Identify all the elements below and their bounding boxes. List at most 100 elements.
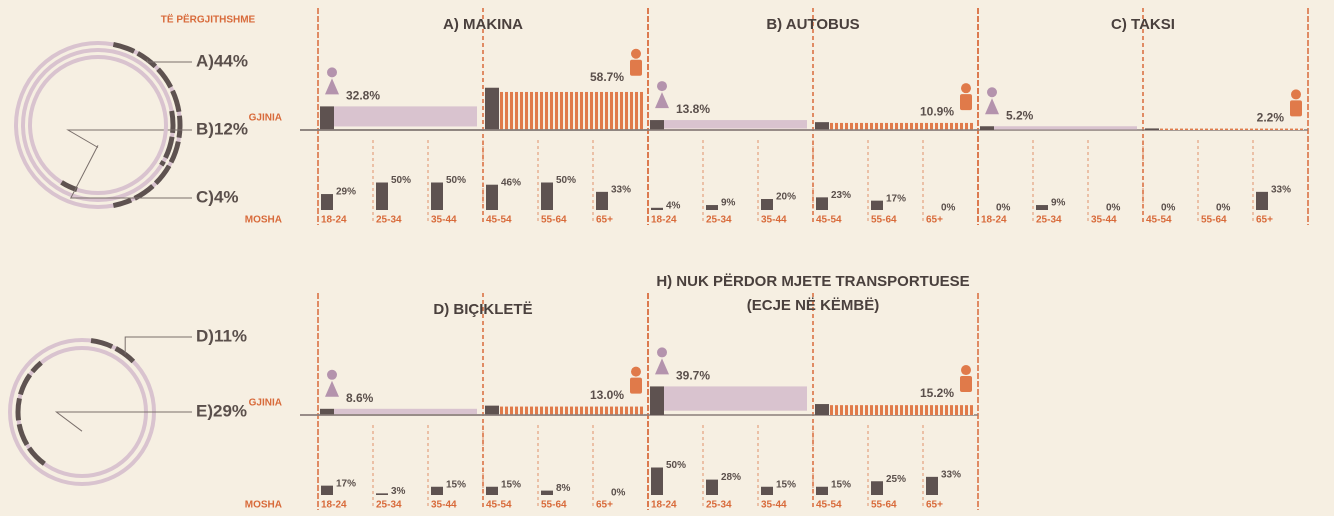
age-group: 35-44 (761, 215, 787, 226)
female-bar (994, 126, 1137, 130)
male-icon (1291, 89, 1301, 100)
female-value: 32.8% (346, 89, 380, 103)
female-bar-stub (320, 106, 334, 130)
male-icon (630, 377, 642, 394)
male-bar (1159, 128, 1304, 130)
age-group: 18-24 (981, 215, 1007, 226)
age-bar (871, 200, 883, 210)
female-bar-stub (980, 126, 994, 130)
panel-title: B) AUTOBUS (766, 16, 859, 33)
age-value: 17% (336, 478, 356, 489)
ring-arc (90, 338, 137, 365)
age-group: 35-44 (1091, 215, 1117, 226)
age-value: 23% (831, 190, 851, 201)
age-bar (321, 194, 333, 210)
female-bar-stub (650, 120, 664, 130)
male-value: 2.2% (1257, 111, 1285, 125)
age-value: 8% (556, 483, 571, 494)
female-icon (657, 347, 667, 358)
male-bar-stub (485, 87, 499, 130)
age-bar (761, 486, 773, 495)
female-bar-stub (650, 386, 664, 415)
age-value: 33% (941, 469, 961, 480)
age-group: 18-24 (651, 215, 677, 226)
female-value: 8.6% (346, 391, 374, 405)
age-group: 25-34 (376, 215, 402, 226)
age-group: 35-44 (761, 500, 787, 511)
age-group: 45-54 (486, 500, 512, 511)
panel-subtitle: (ECJE NË KËMBË) (747, 297, 880, 314)
age-bar (761, 199, 773, 210)
age-group: 25-34 (706, 215, 732, 226)
age-bar (596, 191, 608, 210)
ring (28, 55, 168, 195)
age-value: 0% (1216, 203, 1231, 214)
female-value: 5.2% (1006, 108, 1034, 122)
age-bar (541, 490, 553, 495)
female-value: 39.7% (676, 369, 710, 383)
age-value: 25% (886, 474, 906, 485)
male-icon (631, 48, 641, 59)
age-group: 55-64 (1201, 215, 1227, 226)
age-label: MOSHA (245, 215, 282, 226)
male-bar (499, 91, 644, 130)
age-value: 3% (391, 486, 406, 497)
age-group: 65+ (596, 500, 613, 511)
age-bar (431, 486, 443, 495)
age-group: 45-54 (1146, 215, 1172, 226)
age-group: 18-24 (651, 500, 677, 511)
female-icon (325, 78, 339, 95)
panel-title: C) TAKSI (1111, 16, 1175, 33)
male-value: 58.7% (590, 70, 624, 84)
female-bar (664, 120, 807, 129)
male-value: 15.2% (920, 386, 954, 400)
female-bar (664, 386, 807, 411)
female-icon (327, 67, 337, 78)
age-group: 25-34 (706, 500, 732, 511)
male-bar-stub (1145, 128, 1159, 130)
age-group: 55-64 (541, 215, 567, 226)
age-bar (651, 467, 663, 495)
age-group: 35-44 (431, 500, 457, 511)
age-group: 65+ (926, 215, 943, 226)
age-value: 50% (556, 175, 576, 186)
age-group: 25-34 (1036, 215, 1062, 226)
female-value: 13.8% (676, 102, 710, 116)
age-value: 29% (336, 187, 356, 198)
leader-line (54, 411, 192, 432)
female-icon (657, 81, 667, 92)
female-icon (987, 87, 997, 98)
ring-arc (15, 360, 46, 466)
ring-label: D)11% (196, 326, 247, 345)
age-bar (816, 486, 828, 495)
male-bar (499, 406, 644, 415)
male-icon (961, 83, 971, 94)
panel-title: H) NUK PËRDOR MJETE TRANSPORTUESE (656, 273, 969, 290)
age-bar (321, 485, 333, 495)
age-value: 50% (446, 175, 466, 186)
ring-arc (60, 180, 78, 193)
age-group: 35-44 (431, 215, 457, 226)
age-value: 0% (996, 203, 1011, 214)
ring-label: E)29% (196, 401, 247, 420)
age-bar (376, 182, 388, 210)
male-icon (1290, 100, 1302, 117)
male-bar-stub (485, 405, 499, 415)
age-value: 15% (446, 479, 466, 490)
age-value: 0% (1106, 203, 1121, 214)
age-value: 15% (501, 479, 521, 490)
age-label: MOSHA (245, 500, 282, 511)
female-bar (334, 106, 477, 127)
age-bar (431, 182, 443, 210)
age-value: 15% (831, 479, 851, 490)
male-icon (960, 94, 972, 111)
age-value: 0% (941, 203, 956, 214)
gender-label: GJINIA (249, 113, 282, 124)
age-bar (541, 182, 553, 210)
age-value: 15% (776, 479, 796, 490)
age-bar (706, 205, 718, 210)
age-bar (486, 486, 498, 495)
panel-title: D) BIÇIKLETË (433, 301, 532, 318)
male-bar (829, 122, 974, 130)
age-value: 0% (1161, 203, 1176, 214)
